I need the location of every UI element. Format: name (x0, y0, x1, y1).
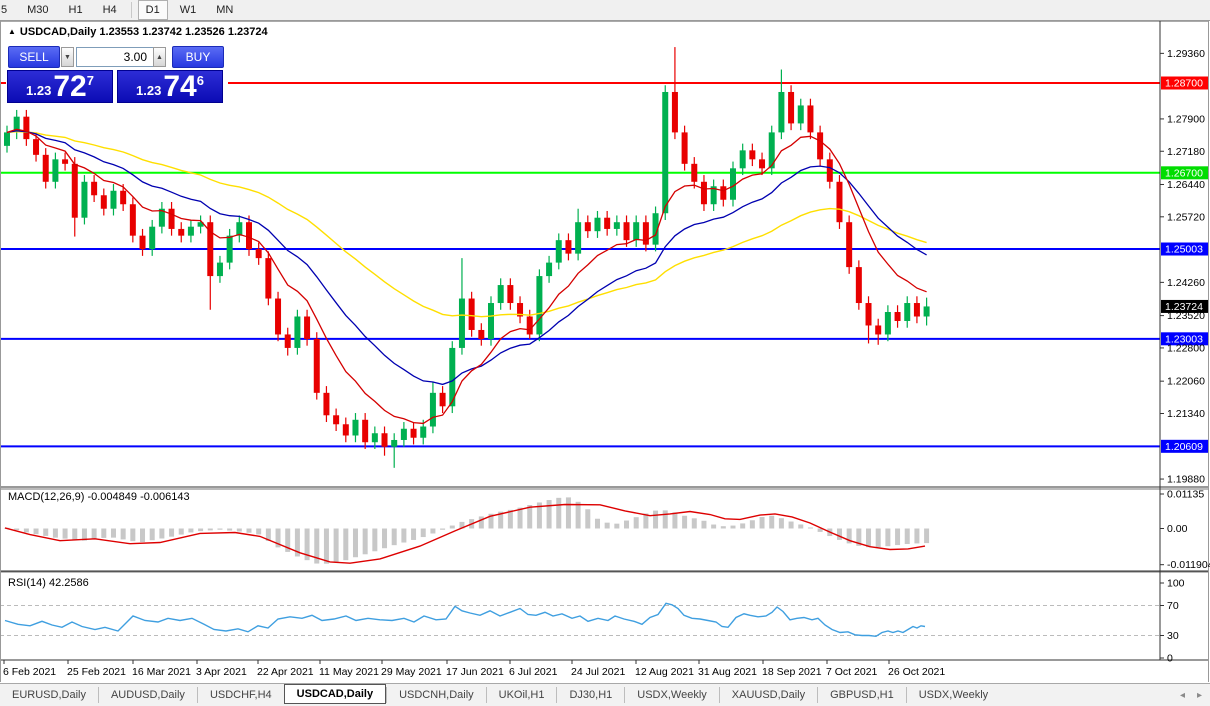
chart-tab-ukoil-h1[interactable]: UKOil,H1 (485, 687, 557, 703)
volume-increase-button[interactable]: ▲ (153, 47, 166, 67)
date-axis: 6 Feb 2021 25 Feb 2021 16 Mar 2021 3 Apr 20… (3, 660, 945, 678)
timeframe-toolbar: 5 M30 H1 H4 D1 W1 MN (0, 0, 1210, 21)
svg-text:1.19880: 1.19880 (1167, 474, 1205, 486)
chart-symbol-label: USDCAD,Daily (19, 26, 97, 38)
chart-canvas[interactable]: 1.29360 1.28700 1.27900 1.27180 1.267001.264… (0, 0, 1210, 683)
chart-tab-usdx-weekly[interactable]: USDX,Weekly (905, 687, 1000, 703)
svg-text:18 Sep 2021: 18 Sep 2021 (762, 666, 822, 678)
chart-title: ▲ USDCAD,Daily 1.23553 1.23742 1.23526 1.… (8, 26, 268, 38)
svg-text:1.25720: 1.25720 (1167, 211, 1205, 223)
chart-tab-usdcnh-daily[interactable]: USDCNH,Daily (386, 687, 486, 703)
svg-text:1.22060: 1.22060 (1167, 376, 1205, 388)
svg-text:70: 70 (1167, 600, 1179, 612)
macd-header: MACD(12,26,9) -0.004849 -0.006143 (8, 491, 190, 503)
toolbar-divider (130, 2, 132, 18)
chart-tab-eurusd-daily[interactable]: EURUSD,Daily (12, 689, 86, 701)
svg-text:17 Jun 2021: 17 Jun 2021 (446, 666, 504, 678)
spin-down-icon: ▼ (64, 53, 71, 61)
svg-text:3 Apr 2021: 3 Apr 2021 (196, 666, 247, 678)
svg-text:1.24260: 1.24260 (1167, 277, 1205, 289)
svg-text:-0.011904: -0.011904 (1167, 559, 1210, 571)
chart-tab-usdcad-daily[interactable]: USDCAD,Daily (283, 684, 387, 704)
timeframe-button-mn[interactable]: MN (216, 4, 234, 16)
spin-up-icon: ▲ (156, 53, 163, 61)
svg-text:26 Oct 2021: 26 Oct 2021 (888, 666, 945, 678)
timeframe-button-m30[interactable]: M30 (27, 4, 49, 16)
svg-text:0.00: 0.00 (1167, 523, 1188, 535)
chart-tab-audusd-daily[interactable]: AUDUSD,Daily (97, 687, 197, 703)
svg-text:30: 30 (1167, 630, 1179, 642)
sell-button[interactable]: SELL (8, 46, 60, 68)
chart-tab-gbpusd-h1[interactable]: GBPUSD,H1 (817, 687, 906, 703)
svg-text:1.23520: 1.23520 (1167, 310, 1205, 322)
svg-text:1.23724: 1.23724 (1165, 301, 1203, 313)
svg-text:0.01135: 0.01135 (1167, 488, 1204, 500)
svg-text:6 Jul 2021: 6 Jul 2021 (509, 666, 558, 678)
svg-text:1.27900: 1.27900 (1167, 113, 1205, 125)
timeframe-button-d1[interactable]: D1 (137, 0, 168, 20)
buy-price-big: 74 (163, 70, 197, 103)
timeframe-button-h1[interactable]: H1 (68, 4, 83, 16)
sell-price-prefix: 1.23 (26, 83, 52, 98)
svg-text:0: 0 (1167, 653, 1173, 665)
svg-text:100: 100 (1167, 578, 1185, 590)
sell-price-pip: 7 (86, 73, 94, 88)
svg-text:11 May 2021: 11 May 2021 (319, 666, 379, 678)
svg-text:1.21340: 1.21340 (1167, 408, 1205, 420)
collapse-panel-icon[interactable]: ▲ (8, 27, 16, 36)
svg-text:1.28700: 1.28700 (1165, 78, 1203, 90)
one-click-trade-panel: SELL ▼ ▲ BUY 1.23 72 7 1.23 74 6 (6, 44, 228, 105)
chart-tab-dj30-h1[interactable]: DJ30,H1 (556, 687, 624, 703)
svg-text:24 Jul 2021: 24 Jul 2021 (571, 666, 625, 678)
svg-text:25 Feb 2021: 25 Feb 2021 (67, 666, 126, 678)
rsi-header: RSI(14) 42.2586 (8, 577, 89, 589)
chart-tab-usdchf-h4[interactable]: USDCHF,H4 (196, 687, 284, 703)
svg-text:1.26700: 1.26700 (1165, 167, 1203, 179)
buy-button[interactable]: BUY (172, 46, 224, 68)
svg-text:7 Oct 2021: 7 Oct 2021 (826, 666, 878, 678)
svg-text:22 Apr 2021: 22 Apr 2021 (257, 666, 314, 678)
sell-price-big: 72 (53, 70, 87, 103)
candles (4, 47, 930, 468)
volume-decrease-button[interactable]: ▼ (61, 47, 74, 67)
svg-text:29 May 2021: 29 May 2021 (381, 666, 442, 678)
volume-input[interactable] (76, 47, 154, 67)
sell-price-box[interactable]: 1.23 72 7 (7, 70, 113, 103)
svg-text:6 Feb 2021: 6 Feb 2021 (3, 666, 56, 678)
tabs-scroll-left-icon[interactable]: ◂ (1179, 689, 1185, 701)
buy-price-box[interactable]: 1.23 74 6 (117, 70, 223, 103)
svg-text:31 Aug 2021: 31 Aug 2021 (698, 666, 757, 678)
chart-ohlc-values: 1.23553 1.23742 1.23526 1.23724 (99, 26, 268, 38)
buy-price-prefix: 1.23 (136, 83, 162, 98)
svg-text:12 Aug 2021: 12 Aug 2021 (635, 666, 694, 678)
timeframe-button-w1[interactable]: W1 (179, 4, 197, 16)
svg-text:1.29360: 1.29360 (1167, 48, 1205, 60)
buy-price-pip: 6 (196, 73, 204, 88)
tabs-scroll-right-icon[interactable]: ▸ (1196, 689, 1202, 701)
chart-tab-usdx-weekly[interactable]: USDX,Weekly (624, 687, 718, 703)
timeframe-button-h4[interactable]: H4 (102, 4, 117, 16)
chart-tab-xauusd-daily[interactable]: XAUUSD,Daily (718, 687, 817, 703)
timeframe-button-5[interactable]: 5 (1, 4, 8, 16)
price-axis: 1.29360 1.28700 1.27900 1.27180 1.267001.264… (1160, 48, 1210, 665)
svg-text:16 Mar 2021: 16 Mar 2021 (132, 666, 191, 678)
svg-text:1.20609: 1.20609 (1165, 441, 1203, 453)
chart-tab-bar: EURUSD,Daily AUDUSD,Daily USDCHF,H4 USDCAD,… (0, 683, 1210, 706)
svg-text:1.23003: 1.23003 (1165, 333, 1203, 345)
svg-text:1.25003: 1.25003 (1165, 244, 1203, 256)
svg-text:1.26440: 1.26440 (1167, 179, 1205, 191)
svg-text:1.27180: 1.27180 (1167, 146, 1205, 158)
svg-text:1.22800: 1.22800 (1167, 342, 1205, 354)
